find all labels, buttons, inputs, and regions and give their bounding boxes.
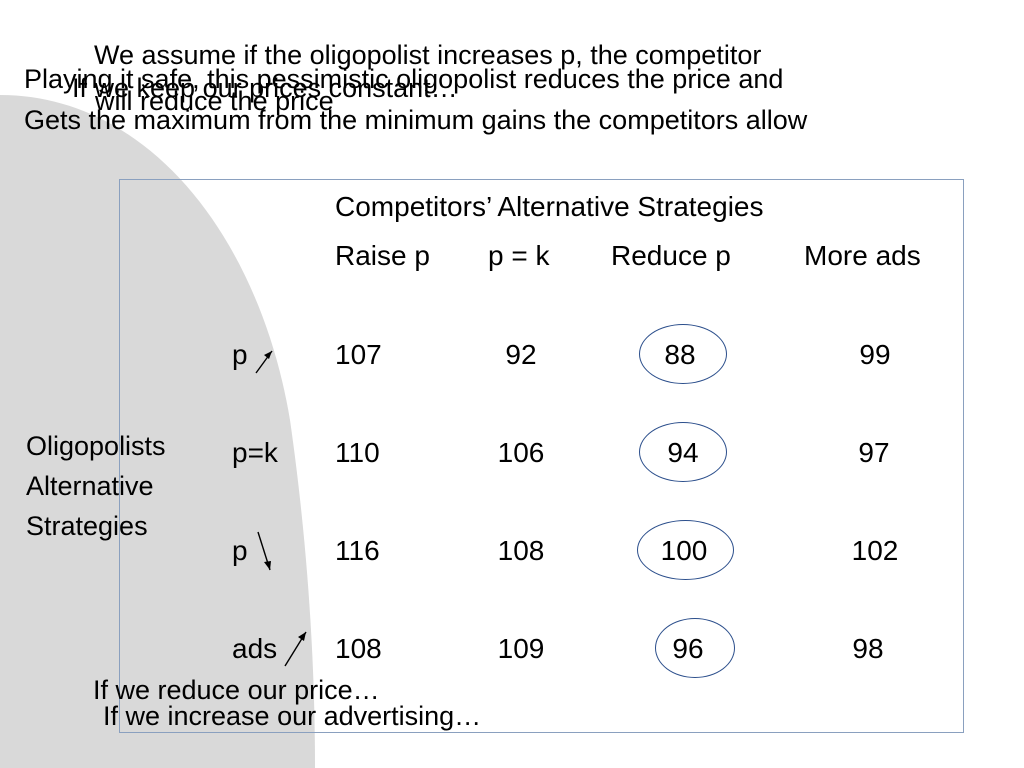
cell-r3-c2: 108 (497, 535, 545, 566)
row-label-reduce-price: p (232, 535, 248, 566)
cell-r2-c4: 97 (858, 437, 890, 468)
circle-highlight-r2 (639, 422, 727, 482)
circle-highlight-r1 (639, 324, 727, 384)
payoff-table-frame (119, 179, 964, 733)
column-header-reduce-p: Reduce p (611, 240, 731, 271)
overlay-text-keep-prices: If we keep our prices constant… (72, 73, 458, 103)
cell-r2-c3: 94 (667, 437, 699, 468)
column-header-more-ads: More ads (804, 240, 921, 271)
row-label-constant-price: p=k (232, 437, 278, 468)
table-header-title: Competitors’ Alternative Strategies (335, 191, 764, 222)
row-label-ads: ads (232, 633, 278, 664)
cell-r3-c4: 102 (851, 535, 899, 566)
row-group-label-line-3: Strategies (26, 511, 148, 541)
cell-r4-c3: 96 (672, 633, 704, 664)
circle-highlight-r4 (655, 618, 735, 678)
cell-r4-c4: 98 (852, 633, 884, 664)
row-group-label-line-2: Alternative (26, 471, 154, 501)
overlay-text-maximin: Gets the maximum from the minimum gains … (24, 105, 808, 135)
cell-r3-c1: 116 (335, 535, 380, 566)
cell-r1-c1: 107 (335, 339, 382, 370)
overlay-text-will-reduce: will reduce the price (95, 86, 334, 116)
cell-r2-c1: 110 (335, 437, 380, 468)
bottom-text-reduce-price: If we reduce our price… (93, 675, 380, 705)
cell-r2-c2: 106 (497, 437, 545, 468)
row-group-label-line-1: Oligopolists (26, 431, 166, 461)
bottom-text-increase-ads: If we increase our advertising… (103, 701, 482, 731)
circle-highlight-r3 (637, 520, 734, 580)
cell-r1-c3: 88 (664, 339, 696, 370)
cell-r4-c1: 108 (335, 633, 382, 664)
cell-r1-c2: 92 (505, 339, 537, 370)
column-header-raise-p: Raise p (335, 240, 430, 271)
column-header-p-equals-k: p = k (488, 240, 550, 271)
cell-r4-c2: 109 (497, 633, 545, 664)
overlay-text-assume: We assume if the oligopolist increases p… (94, 40, 762, 70)
cell-r3-c3: 100 (660, 535, 708, 566)
overlay-text-playing-safe: Playing it safe, this pessimistic oligop… (24, 64, 784, 94)
row-label-raise-price: p (232, 339, 248, 370)
cell-r1-c4: 99 (859, 339, 891, 370)
row-group-label: Oligopolists Alternative Strategies (26, 426, 166, 546)
